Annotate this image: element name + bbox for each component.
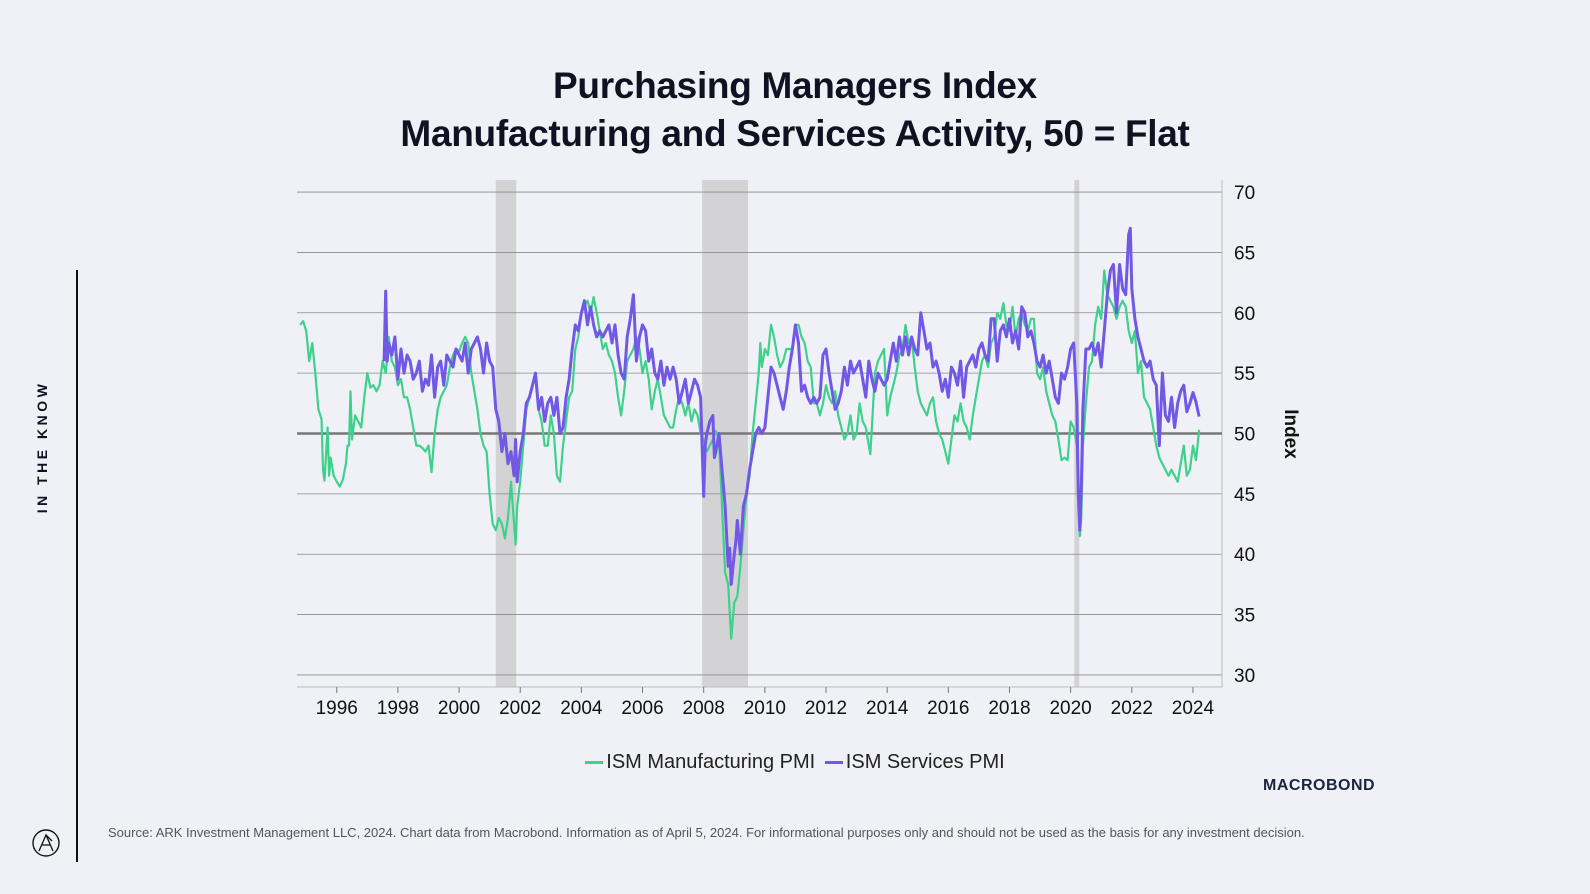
x-tick-label-2002: 2002 <box>499 698 541 719</box>
legend-swatch-manufacturing <box>585 761 604 764</box>
legend-item-manufacturing: ISM Manufacturing PMI <box>585 751 815 774</box>
y-tick-label-65: 65 <box>1234 243 1255 264</box>
x-tick-label-2010: 2010 <box>744 698 786 719</box>
y-tick-label-70: 70 <box>1234 183 1255 204</box>
pmi-line-chart: 30 35 40 45 50 55 60 65 70 1996 1998 2000 2002 2004 20… <box>297 180 1301 719</box>
y-tick-label-60: 60 <box>1234 304 1255 325</box>
x-tick-label-2014: 2014 <box>866 698 909 719</box>
chart-legend: ISM Manufacturing PMI ISM Services PMI <box>0 747 1590 774</box>
legend-label-services: ISM Services PMI <box>845 751 1005 773</box>
macrobond-logo: MACROBOND <box>1263 777 1376 794</box>
x-tick-label-2016: 2016 <box>927 698 969 719</box>
chart-title: Purchasing Managers Index Manufacturing … <box>0 62 1590 158</box>
chart-title-line1: Purchasing Managers Index <box>553 65 1037 106</box>
y-tick-label-30: 30 <box>1234 666 1255 687</box>
series-line-manufacturing <box>299 269 1201 640</box>
x-tick-label-2018: 2018 <box>988 698 1030 719</box>
source-note: Source: ARK Investment Management LLC, 2… <box>108 825 1305 840</box>
chart-title-line2: Manufacturing and Services Activity, 50 … <box>400 113 1190 154</box>
legend-item-services: ISM Services PMI <box>824 751 1005 774</box>
x-tick-label-1996: 1996 <box>316 698 358 719</box>
legend-label-manufacturing: ISM Manufacturing PMI <box>606 751 816 773</box>
x-tick-label-2024: 2024 <box>1172 698 1215 719</box>
y-tick-label-45: 45 <box>1234 485 1255 506</box>
y-tick-label-40: 40 <box>1234 545 1255 566</box>
ark-logo-icon <box>32 829 60 857</box>
x-tick-label-2008: 2008 <box>683 698 725 719</box>
y-tick-label-55: 55 <box>1234 364 1255 385</box>
x-tick-label-2000: 2000 <box>438 698 480 719</box>
legend-swatch-services <box>824 761 843 764</box>
y-tick-label-35: 35 <box>1234 606 1255 627</box>
series-line-services <box>382 226 1201 586</box>
y-tick-label-50: 50 <box>1234 425 1255 446</box>
x-tick-label-1998: 1998 <box>377 698 419 719</box>
x-tick-label-2004: 2004 <box>560 698 603 719</box>
y-axis-label: Index <box>1280 409 1301 459</box>
x-tick-label-2022: 2022 <box>1111 698 1153 719</box>
x-tick-label-2012: 2012 <box>805 698 847 719</box>
x-tick-label-2006: 2006 <box>621 698 663 719</box>
x-tick-label-2020: 2020 <box>1049 698 1091 719</box>
side-divider <box>76 270 78 862</box>
